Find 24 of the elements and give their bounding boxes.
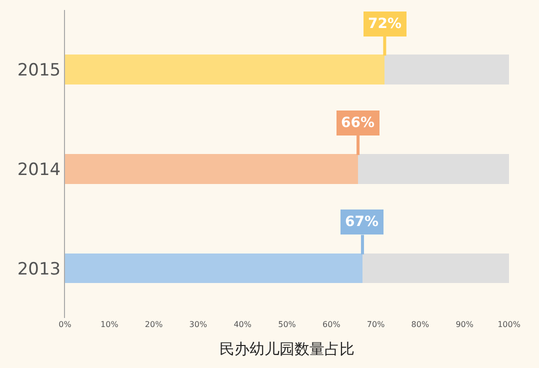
bar (362, 253, 509, 284)
y-tick-label: 2013 (17, 259, 61, 280)
x-tick-label: 90% (456, 320, 474, 329)
bar (65, 253, 362, 284)
data-label: 72% (368, 16, 402, 32)
x-tick-label: 100% (498, 320, 521, 329)
y-tick-label: 2015 (17, 60, 61, 81)
x-tick-label: 0% (58, 320, 72, 329)
x-tick-label: 20% (144, 320, 164, 329)
x-tick-label: 40% (234, 320, 252, 329)
bar (65, 154, 358, 184)
x-axis-title: 民办幼儿园数量占比 (220, 340, 354, 358)
x-tick-label: 30% (189, 320, 208, 329)
x-tick-label: 70% (366, 320, 386, 329)
x-tick-label: 50% (278, 320, 296, 329)
x-tick-label: 60% (322, 320, 341, 329)
bar (384, 54, 509, 85)
bar (65, 54, 385, 85)
bar (358, 154, 509, 184)
x-tick-label: 10% (100, 320, 119, 329)
y-tick-label: 2014 (17, 160, 61, 180)
x-tick-label: 80% (411, 320, 430, 329)
data-label: 67% (345, 214, 379, 230)
data-label: 66% (341, 115, 375, 131)
